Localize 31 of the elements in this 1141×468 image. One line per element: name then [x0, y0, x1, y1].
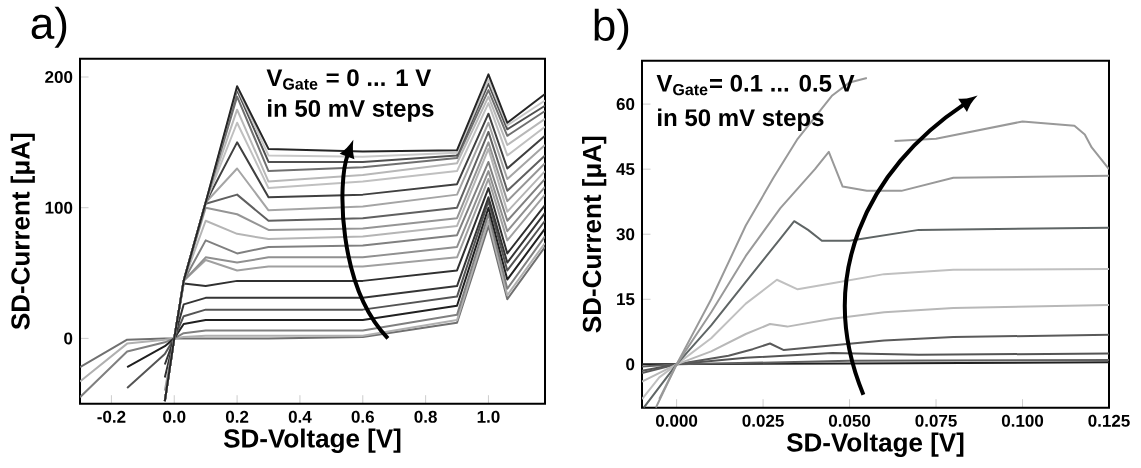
y-tick-label: 0 — [626, 358, 635, 371]
y-tick-label: 30 — [616, 228, 635, 241]
annotation: in 50 mV steps — [658, 108, 824, 132]
annotation: V$_{Gate}$ = 0 ... 1 V — [266, 69, 432, 90]
chart-title: b) — [594, 8, 629, 50]
y-tick-label: 45 — [616, 163, 635, 176]
x-tick-label: 0.050 — [828, 414, 871, 427]
x-axis-title: SD-Voltage [V] — [786, 432, 964, 458]
x-tick-label: 0.025 — [742, 414, 784, 427]
x-tick-label: -0.2 — [97, 410, 126, 423]
x-tick-label: 0.100 — [1001, 414, 1044, 427]
y-axis-title: SD-Current [μA] — [10, 133, 35, 330]
y-tick-label: 200 — [45, 71, 73, 84]
y-tick-label: 0 — [64, 332, 73, 345]
x-tick-label: 0.0 — [163, 410, 186, 423]
x-tick-label: 0.8 — [414, 410, 437, 423]
chart-title: a) — [31, 6, 67, 48]
x-tick-label: 0.6 — [351, 410, 374, 423]
x-tick-label: 0.4 — [288, 410, 312, 423]
annotation: V$_{Gate}$= 0.1 ... 0.5 V — [656, 74, 855, 96]
x-tick-label: 0.000 — [655, 414, 698, 427]
annotation: in 50 mV steps — [268, 99, 434, 122]
x-axis-title: SD-Voltage [V] — [223, 428, 401, 454]
x-tick-label: 0.2 — [225, 410, 249, 423]
y-tick-label: 60 — [616, 98, 635, 111]
x-tick-label: 0.125 — [1088, 414, 1130, 427]
x-tick-label: 1.0 — [477, 410, 500, 423]
x-tick-label: 0.075 — [915, 414, 957, 427]
y-axis-title: SD-Current [μA] — [582, 136, 607, 333]
y-tick-label: 100 — [45, 201, 73, 214]
y-tick-label: 15 — [617, 293, 635, 306]
